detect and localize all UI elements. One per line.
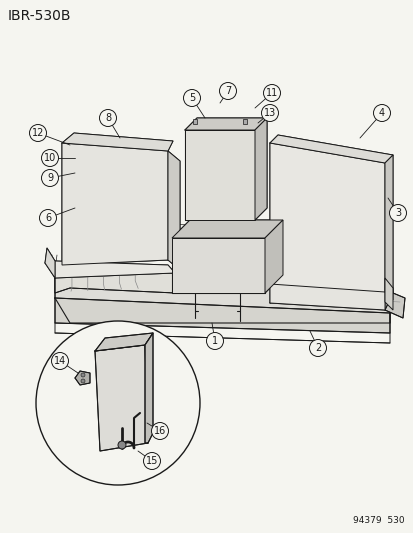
Text: 10: 10	[44, 153, 56, 163]
Circle shape	[183, 90, 200, 107]
Polygon shape	[62, 133, 173, 151]
Circle shape	[51, 352, 68, 369]
Bar	[242, 119, 247, 124]
Text: 5: 5	[188, 93, 195, 103]
Text: 9: 9	[47, 173, 53, 183]
Circle shape	[261, 104, 278, 122]
Circle shape	[373, 104, 389, 122]
Circle shape	[29, 125, 46, 141]
Polygon shape	[55, 261, 175, 278]
Polygon shape	[55, 268, 175, 293]
Polygon shape	[171, 220, 282, 238]
Text: 6: 6	[45, 213, 51, 223]
Text: 7: 7	[224, 86, 230, 96]
Polygon shape	[168, 151, 180, 270]
Polygon shape	[254, 118, 266, 220]
Circle shape	[143, 453, 160, 470]
Text: 16: 16	[154, 426, 166, 436]
Text: 14: 14	[54, 356, 66, 366]
Polygon shape	[45, 248, 55, 278]
Circle shape	[389, 205, 406, 222]
Polygon shape	[55, 298, 389, 333]
Text: 8: 8	[104, 113, 111, 123]
Polygon shape	[55, 268, 389, 323]
Text: 2: 2	[314, 343, 320, 353]
Circle shape	[81, 379, 85, 383]
Polygon shape	[384, 293, 404, 318]
Text: 12: 12	[32, 128, 44, 138]
Circle shape	[118, 441, 126, 449]
Text: 3: 3	[394, 208, 400, 218]
Bar	[192, 119, 197, 124]
Circle shape	[81, 373, 85, 377]
Text: 15: 15	[145, 456, 158, 466]
Polygon shape	[269, 143, 384, 292]
Circle shape	[206, 333, 223, 350]
Polygon shape	[269, 135, 392, 163]
Text: 1: 1	[211, 336, 218, 346]
Circle shape	[99, 109, 116, 126]
Polygon shape	[384, 155, 392, 300]
Polygon shape	[384, 278, 392, 310]
Polygon shape	[264, 220, 282, 293]
Circle shape	[151, 423, 168, 440]
Circle shape	[36, 321, 199, 485]
Circle shape	[309, 340, 326, 357]
Circle shape	[219, 83, 236, 100]
Polygon shape	[171, 238, 264, 293]
Polygon shape	[95, 345, 147, 451]
Polygon shape	[145, 333, 153, 443]
Circle shape	[41, 169, 58, 187]
Polygon shape	[185, 118, 266, 130]
Circle shape	[263, 85, 280, 101]
Polygon shape	[269, 283, 384, 310]
Circle shape	[41, 149, 58, 166]
Text: 11: 11	[265, 88, 278, 98]
Polygon shape	[185, 130, 254, 220]
Text: IBR-530B: IBR-530B	[8, 9, 71, 23]
Text: 4: 4	[378, 108, 384, 118]
Polygon shape	[95, 333, 153, 351]
Circle shape	[39, 209, 56, 227]
Text: 13: 13	[263, 108, 275, 118]
Polygon shape	[75, 371, 90, 385]
Polygon shape	[62, 143, 168, 265]
Text: 94379  530: 94379 530	[353, 516, 404, 525]
